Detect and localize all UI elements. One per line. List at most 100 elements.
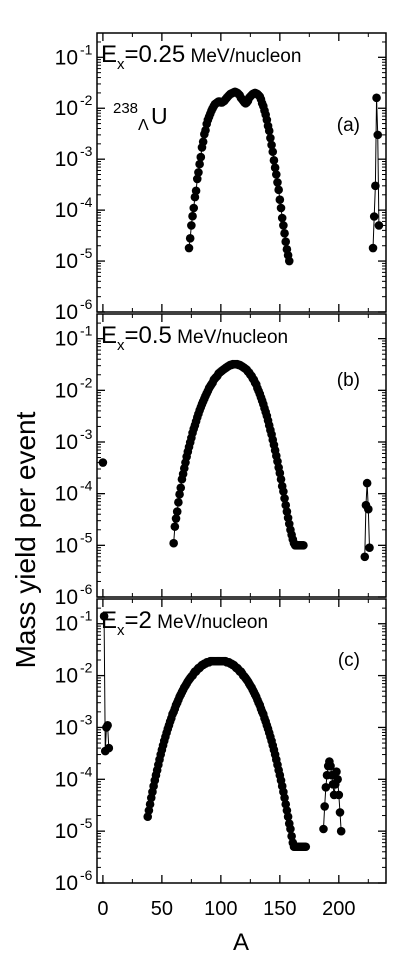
- y-tick-label: 10: [55, 46, 78, 69]
- data-point: [192, 174, 202, 184]
- y-tick-label: 10: [55, 534, 78, 557]
- data-point: [287, 831, 296, 841]
- data-point: [364, 504, 373, 514]
- data-point: [372, 93, 381, 103]
- data-point: [335, 808, 345, 817]
- panel-a: 10-610-510-410-310-210-1 Ex=0.25 MeV/nucl…: [55, 32, 387, 324]
- data-point: [360, 552, 370, 562]
- data-point: [169, 538, 178, 548]
- y-tick-label: 10: [55, 250, 78, 273]
- y-tick-label: 10: [55, 199, 78, 222]
- nucleus-mass-number: 238: [113, 100, 138, 117]
- data-point: [98, 458, 108, 467]
- panel-b: 10-610-510-410-310-210-1 Ex=0.5 MeV/nucle…: [55, 313, 387, 609]
- data-point: [332, 767, 341, 777]
- y-tick-exponent: -3: [80, 711, 93, 727]
- y-tick-label: 10: [55, 379, 78, 402]
- data-point: [326, 761, 335, 771]
- panel-frame: [96, 313, 387, 598]
- data-point: [266, 133, 275, 143]
- data-point: [185, 233, 195, 243]
- y-tick-exponent: -1: [80, 323, 93, 339]
- data-point: [187, 221, 196, 230]
- y-tick-label: 10: [55, 768, 78, 791]
- panel-frame: [96, 598, 387, 884]
- data-point: [279, 221, 288, 230]
- panel-label: (a): [337, 115, 360, 136]
- data-point: [369, 212, 379, 221]
- y-tick-exponent: -5: [80, 245, 93, 261]
- data-point: [272, 170, 281, 179]
- panel-c: 10-610-510-410-310-210-1 Ex=2 MeV/nucleon…: [55, 598, 387, 895]
- data-point: [281, 500, 291, 510]
- data-point: [279, 487, 288, 496]
- x-axis-label: A: [233, 929, 249, 956]
- y-tick-label: 10: [55, 97, 78, 120]
- y-tick-exponent: -6: [80, 867, 93, 883]
- data-point: [269, 156, 279, 165]
- data-point: [264, 126, 274, 136]
- data-point: [184, 243, 194, 253]
- data-point: [175, 490, 184, 499]
- data-point: [280, 229, 289, 238]
- y-tick-label: 10: [55, 872, 78, 895]
- y-tick-label: 10: [55, 148, 78, 171]
- y-tick-label: 10: [55, 431, 78, 454]
- data-point: [194, 168, 203, 177]
- y-tick-exponent: -5: [80, 529, 93, 545]
- data-point: [281, 237, 291, 246]
- data-point: [283, 812, 293, 821]
- data-point: [299, 541, 308, 550]
- data-point: [273, 178, 282, 187]
- data-point: [362, 478, 372, 488]
- data-point: [280, 494, 289, 503]
- data-point: [276, 203, 286, 213]
- y-tick-label: 10: [55, 301, 78, 324]
- x-tick-label: 200: [322, 898, 355, 920]
- y-tick-label: 10: [55, 716, 78, 739]
- data-point: [277, 213, 287, 223]
- panel-label: (c): [338, 650, 360, 671]
- data-point: [334, 790, 344, 800]
- data-point: [333, 775, 342, 784]
- data-point: [373, 130, 383, 140]
- y-tick-exponent: -4: [80, 194, 93, 210]
- energy-label: Ex=0.25 MeV/nucleon: [101, 41, 301, 73]
- data-point: [104, 743, 114, 753]
- y-tick-exponent: -2: [80, 660, 93, 676]
- data-point: [275, 195, 285, 205]
- y-tick-label: 10: [55, 665, 78, 688]
- data-point: [276, 474, 286, 484]
- data-point: [374, 221, 384, 230]
- series-line: [372, 97, 380, 249]
- data-point: [188, 211, 197, 221]
- nucleus-lambda: Λ: [138, 117, 149, 134]
- data-point: [286, 824, 295, 834]
- data-point: [284, 256, 294, 266]
- y-tick-exponent: -5: [80, 815, 93, 831]
- panel-frame: [96, 32, 387, 313]
- data-point: [198, 137, 208, 147]
- x-tick-label: 150: [263, 898, 296, 920]
- y-tick-exponent: -6: [80, 296, 93, 312]
- energy-label: Ex=0.5 MeV/nucleon: [101, 322, 288, 354]
- y-tick-exponent: -3: [80, 426, 93, 442]
- nucleus-element: U: [151, 103, 168, 129]
- data-point: [172, 507, 182, 516]
- data-point: [321, 783, 331, 792]
- data-point: [171, 514, 181, 523]
- y-tick-label: 10: [55, 820, 78, 843]
- y-tick-exponent: -2: [80, 92, 93, 108]
- y-tick-exponent: -4: [80, 763, 93, 779]
- data-point: [176, 483, 186, 493]
- data-point: [301, 842, 311, 852]
- data-point: [365, 543, 374, 552]
- data-point: [268, 147, 278, 157]
- y-tick-exponent: -6: [80, 581, 93, 597]
- data-point: [336, 826, 346, 836]
- series-line: [147, 660, 306, 848]
- data-point: [174, 498, 183, 507]
- y-tick-exponent: -1: [80, 41, 93, 57]
- data-point: [267, 140, 276, 150]
